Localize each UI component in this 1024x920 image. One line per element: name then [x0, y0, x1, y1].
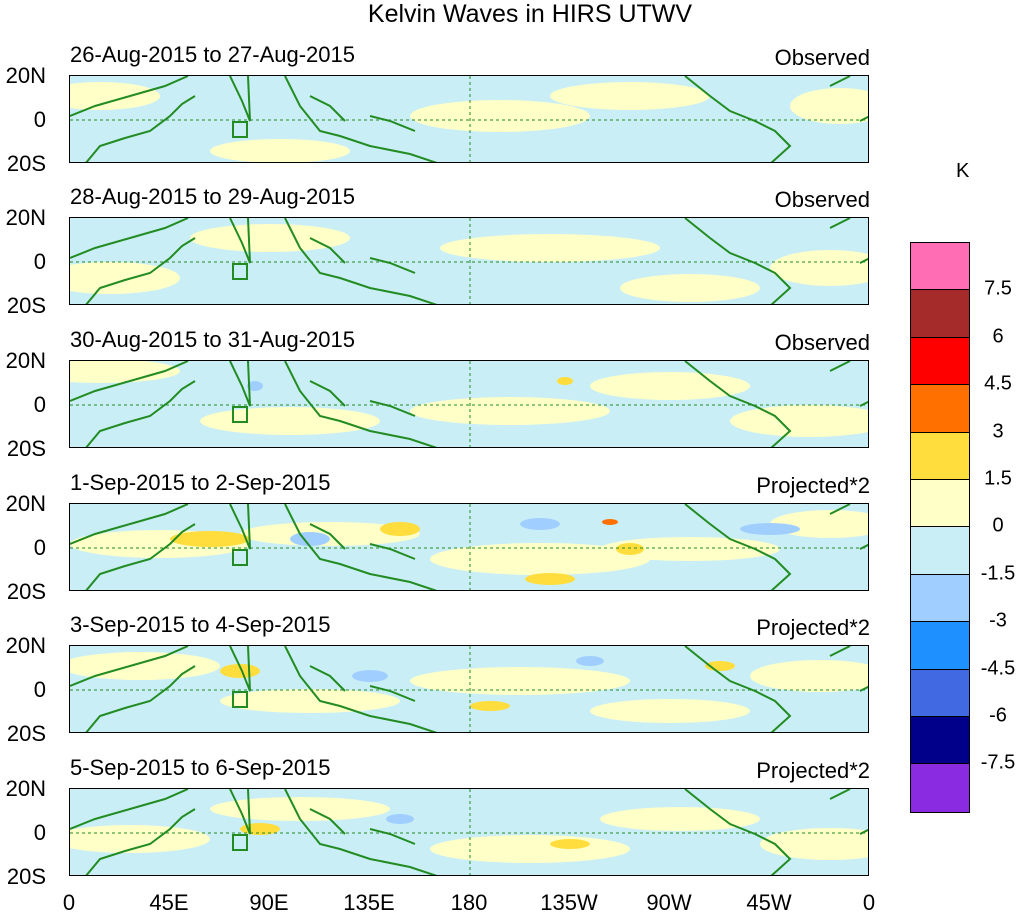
- panel-date-range: 30-Aug-2015 to 31-Aug-2015: [70, 327, 355, 352]
- longitude-label: 0: [862, 890, 876, 915]
- anomaly-map: [69, 788, 869, 876]
- longitude-label: 180: [450, 890, 488, 915]
- anomaly-map: [69, 75, 869, 163]
- colorbar-segment: [911, 337, 969, 386]
- latitude-label: 20N: [5, 491, 46, 516]
- latitude-label: 20S: [6, 436, 46, 461]
- panel-type-label: Observed: [774, 330, 870, 355]
- colorbar-unit: K: [956, 160, 970, 182]
- anomaly-map: [69, 503, 869, 591]
- latitude-label: 0: [33, 677, 46, 702]
- colorbar-tick-label: -4.5: [980, 657, 1016, 680]
- map-svg: [70, 789, 868, 875]
- latitude-label: 20S: [6, 293, 46, 318]
- latitude-label: 20S: [6, 721, 46, 746]
- colorbar-tick-label: 0: [992, 514, 1004, 537]
- latitude-label: 20S: [6, 864, 46, 889]
- latitude-label: 0: [33, 820, 46, 845]
- latitude-label: 0: [33, 107, 46, 132]
- map-svg: [70, 361, 868, 447]
- colorbar-tick-label: 6: [992, 325, 1004, 348]
- anomaly-map: [69, 360, 869, 448]
- colorbar-segment: [911, 432, 969, 480]
- colorbar-tick-label: 3: [992, 420, 1004, 443]
- panel-date-range: 1-Sep-2015 to 2-Sep-2015: [70, 470, 331, 495]
- colorbar: [910, 242, 970, 813]
- latitude-label: 0: [33, 249, 46, 274]
- colorbar-segment: [911, 290, 969, 338]
- latitude-label: 20N: [5, 633, 46, 658]
- colorbar-tick-label: -7.5: [980, 751, 1016, 774]
- colorbar-segment: [911, 479, 969, 528]
- latitude-label: 20S: [6, 151, 46, 176]
- colorbar-tick-label: -1.5: [980, 562, 1016, 585]
- longitude-label: 0: [62, 890, 76, 915]
- anomaly-map: [69, 645, 869, 733]
- longitude-label: 135E: [343, 890, 395, 915]
- chart-title: Kelvin Waves in HIRS UTWV: [367, 0, 693, 28]
- latitude-label: 0: [33, 392, 46, 417]
- map-svg: [70, 76, 868, 162]
- colorbar-segment: [911, 527, 969, 575]
- panel-date-range: 5-Sep-2015 to 6-Sep-2015: [70, 755, 331, 780]
- colorbar-segment: [911, 622, 969, 670]
- map-svg: [70, 504, 868, 590]
- longitude-label: 45W: [746, 890, 792, 915]
- map-svg: [70, 646, 868, 732]
- latitude-label: 20N: [5, 348, 46, 373]
- panel-type-label: Observed: [774, 187, 870, 212]
- panel-type-label: Observed: [774, 45, 870, 70]
- colorbar-tick-label: 1.5: [984, 467, 1012, 490]
- anomaly-map: [69, 217, 869, 305]
- map-svg: [70, 218, 868, 304]
- longitude-label: 135W: [540, 890, 598, 915]
- panel-date-range: 26-Aug-2015 to 27-Aug-2015: [70, 42, 355, 67]
- colorbar-tick-label: -3: [989, 609, 1007, 632]
- latitude-label: 0: [33, 535, 46, 560]
- longitude-label: 90E: [249, 890, 289, 915]
- longitude-label: 90W: [646, 890, 692, 915]
- colorbar-segment: [911, 764, 969, 812]
- panel-type-label: Projected*2: [756, 473, 870, 498]
- panel-date-range: 3-Sep-2015 to 4-Sep-2015: [70, 612, 331, 637]
- latitude-label: 20S: [6, 579, 46, 604]
- latitude-label: 20N: [5, 776, 46, 801]
- longitude-label: 45E: [149, 890, 189, 915]
- panel-type-label: Projected*2: [756, 615, 870, 640]
- panel-type-label: Projected*2: [756, 758, 870, 783]
- colorbar-segment: [911, 574, 969, 623]
- colorbar-segment: [911, 385, 969, 433]
- panel-date-range: 28-Aug-2015 to 29-Aug-2015: [70, 184, 355, 209]
- latitude-label: 20N: [5, 205, 46, 230]
- latitude-label: 20N: [5, 63, 46, 88]
- colorbar-segment: [911, 669, 969, 717]
- colorbar-tick-label: -6: [989, 704, 1007, 727]
- colorbar-segment: [911, 716, 969, 765]
- colorbar-tick-label: 4.5: [984, 372, 1012, 395]
- colorbar-tick-label: 7.5: [984, 277, 1012, 300]
- colorbar-segment: [911, 243, 969, 291]
